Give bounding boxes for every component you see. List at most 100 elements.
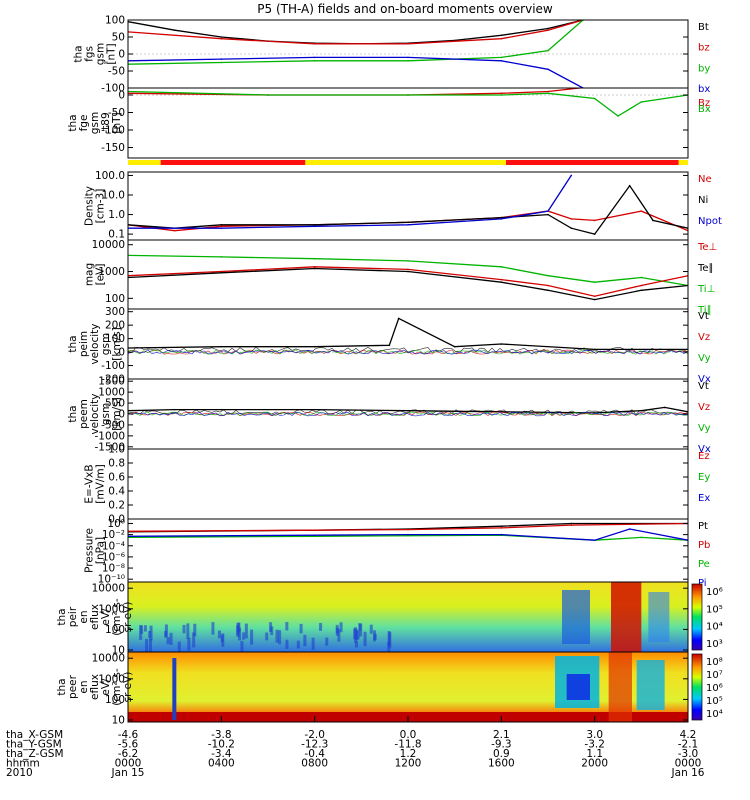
legend-bx: bx xyxy=(698,84,710,95)
data-point xyxy=(314,224,316,226)
y-axis-label: E=-VxB [mV/m] xyxy=(84,464,107,503)
data-point xyxy=(221,272,223,274)
legend-Vt: Vt xyxy=(698,311,709,322)
series-Vt xyxy=(128,318,688,349)
ephemeris-value: 1200 xyxy=(395,758,422,770)
data-point xyxy=(407,57,409,59)
y-axis-label: Density [cm-3] xyxy=(84,186,107,226)
panel-ion_spec-plot-area xyxy=(128,582,688,657)
panel-ele_spec-plot-area xyxy=(128,652,688,722)
spectrogram-pixel xyxy=(172,658,176,720)
data-point xyxy=(221,62,223,64)
y-label-line: [eV] xyxy=(95,264,107,286)
y-axis-label: tha peem velocity gsm [km/s] xyxy=(67,393,123,434)
panel-density-plot-area xyxy=(127,175,689,235)
series-bz xyxy=(128,20,583,44)
data-point xyxy=(314,43,316,45)
y-axis-label: mag [eV] xyxy=(84,263,107,286)
y-tick-label: 50 xyxy=(112,32,125,44)
spectrogram-pixel xyxy=(373,630,376,641)
data-point xyxy=(594,85,596,87)
y-label-line: sr-eV) xyxy=(122,602,134,633)
data-point xyxy=(641,285,643,287)
data-point xyxy=(407,60,409,62)
spectrogram-pixel xyxy=(165,624,168,636)
data-point xyxy=(221,58,223,60)
spectrogram-pixel xyxy=(611,582,641,652)
colorbar-label: 10³ xyxy=(706,639,723,650)
panel-ion_spec: 10000 1000 100 10 tha peir en eflux eV/(cm²-s-sr… xyxy=(56,582,723,657)
data-point xyxy=(571,175,573,177)
spectrogram-pixel xyxy=(140,626,143,634)
y-tick-label: 10000 xyxy=(92,239,125,251)
quality-flag-segment xyxy=(128,160,161,165)
spectrogram-pixel xyxy=(237,623,240,633)
data-point xyxy=(629,528,631,530)
panel-frame xyxy=(128,88,688,158)
data-point xyxy=(594,295,596,297)
quality-flag-segment xyxy=(679,160,688,165)
spectrogram-pixel xyxy=(359,624,362,637)
data-point xyxy=(571,523,573,525)
data-point xyxy=(594,539,596,541)
y-label-line: [km/s] xyxy=(111,327,123,361)
spectrogram-pixel xyxy=(149,639,152,652)
spectrogram-pixel xyxy=(609,652,632,722)
data-point xyxy=(407,534,409,536)
colorbar-label: 10⁸ xyxy=(706,657,723,668)
data-point xyxy=(501,60,503,62)
panel-fgs-plot-area xyxy=(127,19,688,89)
data-point xyxy=(501,343,503,345)
data-point xyxy=(314,346,316,348)
data-point xyxy=(594,233,596,235)
legend-Vz: Vz xyxy=(698,332,710,343)
data-point xyxy=(571,227,573,229)
data-point xyxy=(267,94,269,96)
data-point xyxy=(407,529,409,531)
spectrogram-pixel xyxy=(218,631,221,639)
data-point xyxy=(501,527,503,529)
data-point xyxy=(314,258,316,260)
panel-frame xyxy=(128,240,688,309)
colorbar-label: 10⁵ xyxy=(706,604,723,615)
y-axis-label: tha peer en eflux eV/(cm²-s-sr-eV) xyxy=(56,668,134,706)
data-point xyxy=(501,92,503,94)
spectrogram-pixel xyxy=(562,590,590,644)
panel-pressure: 10⁰10⁻²10⁻⁴10⁻⁶10⁻⁸10⁻¹⁰Pressure [nPa] Pt P… xyxy=(84,518,711,589)
panel-frame xyxy=(128,449,688,519)
overview-figure: P5 (TH-A) fields and on-board moments ov… xyxy=(0,0,750,800)
data-point xyxy=(594,220,596,222)
data-point xyxy=(547,289,549,291)
data-point xyxy=(407,94,409,96)
data-point xyxy=(664,407,666,409)
spectrogram-image xyxy=(128,652,688,722)
spectrogram-pixel xyxy=(167,637,170,644)
spectrogram-pixel xyxy=(637,660,665,710)
data-point xyxy=(641,82,643,84)
legend-Ey: Ey xyxy=(698,472,710,483)
legend-Pt: Pt xyxy=(698,521,708,532)
y-label-line: [cm-3] xyxy=(95,189,107,224)
legend-Vy: Vy xyxy=(698,353,711,364)
spectrogram-pixel xyxy=(297,641,300,649)
data-point xyxy=(594,98,596,100)
data-point xyxy=(501,57,503,59)
legend-Vy: Vy xyxy=(698,423,711,434)
data-point xyxy=(221,38,223,40)
data-point xyxy=(314,268,316,270)
data-point xyxy=(629,185,631,187)
spectrogram-pixel xyxy=(312,638,315,650)
data-point xyxy=(221,346,223,348)
legend-Te∥: Te∥ xyxy=(697,263,714,274)
y-tick-label: 1.0 xyxy=(108,209,125,221)
data-point xyxy=(501,281,503,283)
spectrogram-pixel xyxy=(285,622,288,630)
series-Npot xyxy=(128,175,571,228)
panel-vi-plot-area xyxy=(127,318,689,355)
y-axis-label: tha peir en eflux eV/(cm²-s-sr-eV) xyxy=(56,598,134,636)
data-point xyxy=(407,43,409,45)
spectrogram-pixel xyxy=(192,632,195,647)
series-Te∥ xyxy=(128,269,688,300)
y-tick-label: -150 xyxy=(101,142,125,154)
spectrogram-pixel xyxy=(145,639,148,652)
